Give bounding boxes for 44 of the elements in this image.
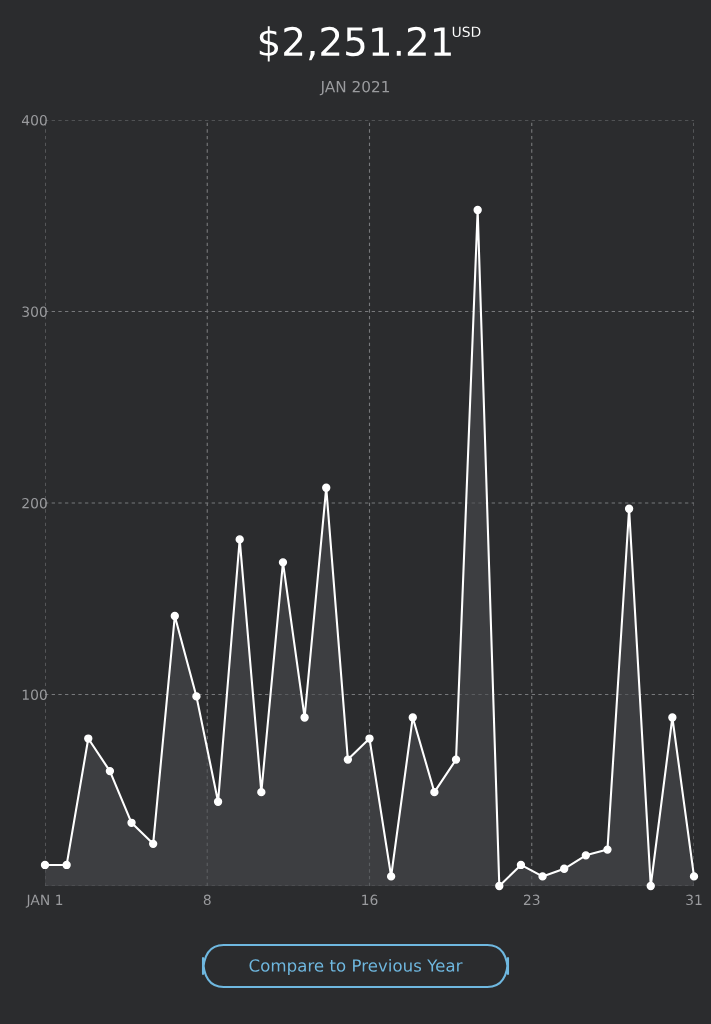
point (603, 845, 612, 854)
point (495, 881, 504, 891)
point (581, 851, 591, 860)
x-tick-label: 8 (203, 894, 211, 906)
point (646, 881, 655, 891)
y-tick-label: 200 (22, 497, 47, 509)
point (300, 713, 309, 722)
point (538, 872, 547, 881)
point (213, 797, 223, 806)
point (170, 611, 179, 621)
point (451, 755, 461, 764)
point (40, 860, 50, 870)
point (148, 839, 158, 849)
point (84, 734, 93, 743)
text: USD (452, 26, 481, 38)
x-tick-label: 16 (362, 894, 378, 906)
point (235, 535, 244, 544)
y-tick-label: 100 (22, 689, 47, 700)
x-tick-label: 31 (686, 894, 702, 906)
point (105, 766, 115, 776)
y-tick-label: 300 (22, 306, 47, 317)
point (365, 734, 374, 743)
point (257, 787, 266, 797)
chart-title: $2,251.21 (259, 26, 451, 62)
point (322, 483, 331, 492)
y-tick-label: 400 (21, 114, 47, 126)
point (689, 872, 699, 881)
x-tick-label: JAN 1 (25, 894, 63, 908)
point (473, 205, 482, 215)
point (192, 692, 201, 701)
text: Compare to Previous Year (249, 958, 463, 976)
point (278, 558, 288, 567)
chart-subtitle: JAN 2021 (319, 80, 390, 96)
point (408, 713, 417, 722)
point (386, 872, 396, 881)
point (343, 755, 353, 764)
x-tick-label: 23 (523, 894, 540, 906)
point (668, 713, 677, 722)
point (516, 860, 526, 870)
point (430, 787, 439, 797)
point (62, 860, 71, 870)
point (127, 818, 136, 827)
point (560, 864, 569, 873)
point (624, 504, 634, 513)
